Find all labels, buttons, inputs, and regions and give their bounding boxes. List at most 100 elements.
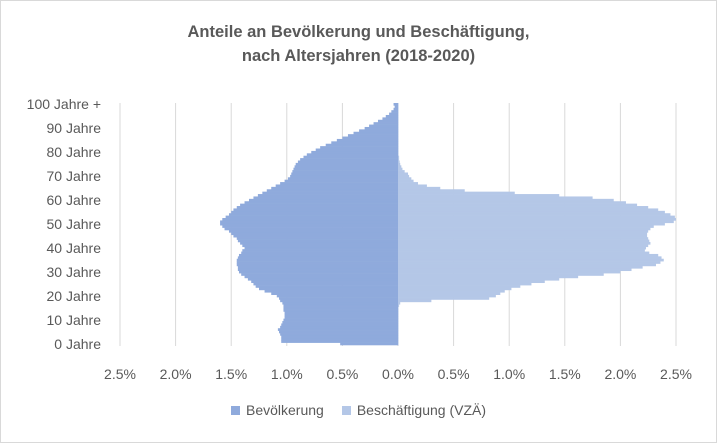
legend-item-bevoelkerung: Bevölkerung [231,402,324,418]
bar-bevoelkerung-age-34 [236,261,398,264]
bar-bevoelkerung-age-7 [280,325,398,329]
bar-bevoelkerung-age-31 [237,268,398,272]
bar-bevoelkerung-age-18 [280,299,398,303]
bar-beschaeftigung-age-21 [398,292,501,295]
bar-bevoelkerung-age-0 [340,342,398,346]
y-tick-label: 40 Jahre [47,240,102,256]
bar-beschaeftigung-age-97 [398,110,399,113]
y-tick-label: 10 Jahre [47,312,102,328]
bar-bevoelkerung-age-69 [287,177,398,180]
bar-beschaeftigung-age-66 [398,184,427,188]
legend-swatch-beschaeftigung [341,405,351,415]
bar-bevoelkerung-age-82 [320,146,398,149]
bars-beschaeftigung [398,103,676,346]
bar-beschaeftigung-age-27 [398,277,560,281]
bar-beschaeftigung-age-64 [398,189,465,192]
bar-beschaeftigung-age-13 [398,311,399,315]
bar-bevoelkerung-age-85 [336,138,398,142]
bar-beschaeftigung-age-77 [398,158,400,161]
y-tick-label: 30 Jahre [47,264,102,280]
legend: Bevölkerung Beschäftigung (VZÄ) [1,402,716,418]
bar-bevoelkerung-age-52 [222,218,398,221]
bar-beschaeftigung-age-47 [398,229,649,233]
bar-bevoelkerung-age-38 [241,251,398,255]
bar-beschaeftigung-age-33 [398,263,656,267]
bar-bevoelkerung-age-66 [275,184,398,188]
bar-beschaeftigung-age-94 [398,117,399,121]
bar-beschaeftigung-age-23 [398,287,512,291]
bar-bevoelkerung-age-27 [247,277,398,281]
bar-beschaeftigung-age-9 [398,321,399,324]
bar-beschaeftigung-age-100 [398,103,399,106]
y-tick-label: 100 Jahre + [27,96,101,112]
bar-bevoelkerung-age-87 [347,134,398,137]
bar-beschaeftigung-age-49 [398,225,654,228]
bar-bevoelkerung-age-24 [255,285,398,288]
bar-bevoelkerung-age-63 [262,191,398,195]
bar-bevoelkerung-age-32 [237,265,398,269]
x-axis-tick-labels: 2.5% 2.0% 1.5% 1.0% 0.5% 0.0% 0.5% 1.0% 1.5% 2.0%… [104,366,692,382]
bar-bevoelkerung-age-95 [385,114,398,118]
x-tick-label: 1.0% [271,366,303,382]
bar-beschaeftigung-age-65 [398,186,441,190]
bar-bevoelkerung-age-43 [237,239,398,243]
bar-beschaeftigung-age-95 [398,114,399,118]
bar-bevoelkerung-age-36 [237,256,398,260]
bar-bevoelkerung-age-83 [325,143,398,147]
bar-beschaeftigung-age-98 [398,107,399,111]
bar-bevoelkerung-age-10 [283,318,398,322]
x-tick-label: 1.0% [493,366,525,382]
bar-bevoelkerung-age-78 [303,155,398,159]
bar-beschaeftigung-age-55 [398,210,665,214]
bar-beschaeftigung-age-73 [398,167,403,171]
bar-bevoelkerung-age-2 [281,337,398,341]
bar-beschaeftigung-age-43 [398,239,650,243]
bar-bevoelkerung-age-65 [271,186,398,190]
y-tick-label: 80 Jahre [47,144,102,160]
bar-bevoelkerung-age-96 [389,112,398,116]
bar-beschaeftigung-age-91 [398,124,399,128]
x-tick-label: 1.5% [215,366,247,382]
bar-bevoelkerung-age-3 [281,335,398,339]
bar-bevoelkerung-age-79 [306,153,398,157]
bar-bevoelkerung-age-71 [291,172,398,176]
x-tick-label: 0.5% [438,366,470,382]
bar-bevoelkerung-age-11 [284,316,398,319]
bar-beschaeftigung-age-2 [398,337,399,341]
bar-bevoelkerung-age-60 [248,198,398,202]
bar-beschaeftigung-age-69 [398,177,412,180]
y-tick-label: 20 Jahre [47,288,102,304]
bar-bevoelkerung-age-77 [300,158,398,161]
bar-bevoelkerung-age-73 [293,167,398,171]
bar-beschaeftigung-age-96 [398,112,399,116]
bar-bevoelkerung-age-25 [253,282,398,286]
bar-bevoelkerung-age-90 [364,126,398,130]
bar-beschaeftigung-age-29 [398,273,604,276]
bar-beschaeftigung-age-90 [398,126,399,130]
bar-bevoelkerung-age-37 [238,253,398,257]
bar-bevoelkerung-age-100 [393,103,398,106]
bar-bevoelkerung-age-58 [240,203,398,207]
bar-beschaeftigung-age-62 [398,194,560,197]
bar-beschaeftigung-age-4 [398,333,399,336]
bar-bevoelkerung-age-62 [257,194,398,197]
bar-bevoelkerung-age-19 [279,297,398,300]
bar-beschaeftigung-age-37 [398,253,659,257]
bar-beschaeftigung-age-36 [398,256,662,260]
x-tick-label: 2.0% [160,366,192,382]
bar-beschaeftigung-age-52 [398,218,676,221]
bar-beschaeftigung-age-71 [398,172,409,176]
bar-bevoelkerung-age-14 [283,309,398,312]
bar-beschaeftigung-age-8 [398,323,399,327]
bar-beschaeftigung-age-34 [398,261,661,264]
bar-beschaeftigung-age-18 [398,299,432,303]
x-tick-label: 0.5% [326,366,358,382]
y-tick-label: 0 Jahre [54,336,101,352]
bar-bevoelkerung-age-40 [244,246,398,250]
bar-bevoelkerung-age-16 [283,304,398,307]
bar-bevoelkerung-age-89 [359,129,398,133]
bar-beschaeftigung-age-48 [398,227,651,231]
bar-beschaeftigung-age-16 [398,304,400,307]
bar-bevoelkerung-age-12 [284,313,398,317]
